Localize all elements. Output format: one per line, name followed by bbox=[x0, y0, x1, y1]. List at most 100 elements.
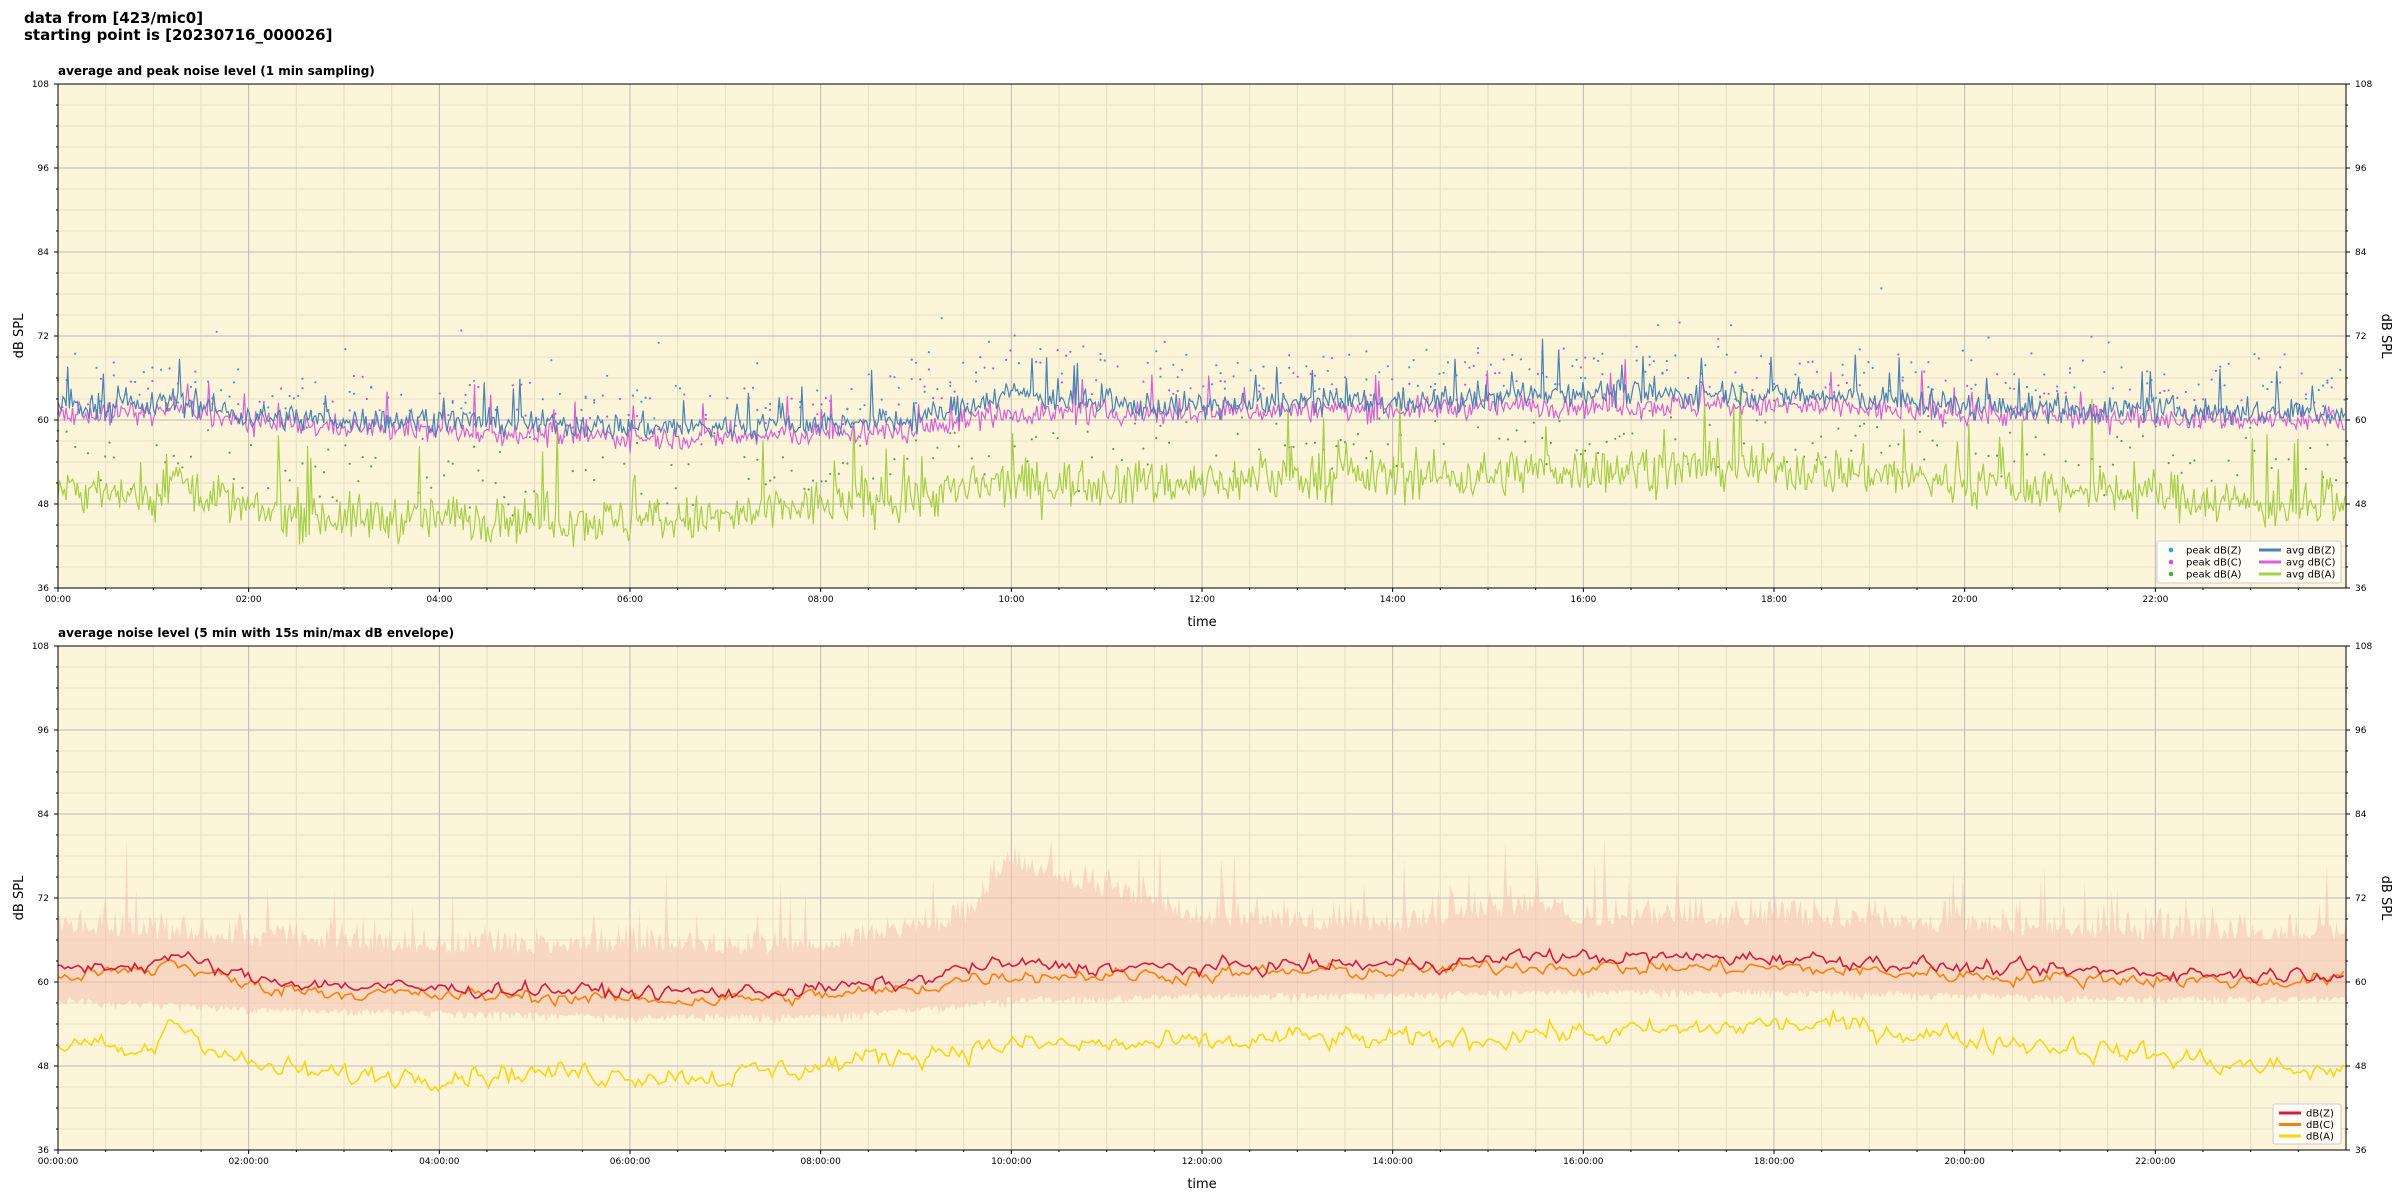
peak-point bbox=[1429, 385, 1432, 388]
peak-point bbox=[2304, 393, 2308, 396]
xtick-label: 02:00 bbox=[236, 595, 262, 605]
peak-point bbox=[1223, 387, 1226, 390]
peak-point bbox=[1305, 365, 1308, 368]
legend-marker bbox=[2168, 559, 2174, 565]
xtick-label: 10:00 bbox=[998, 595, 1024, 605]
peak-point bbox=[1708, 423, 1711, 426]
peak-point bbox=[2343, 457, 2346, 460]
peak-point bbox=[473, 445, 476, 448]
peak-point bbox=[1395, 464, 1398, 468]
peak-point bbox=[1292, 445, 1295, 449]
peak-point bbox=[1944, 379, 1947, 382]
peak-point bbox=[850, 387, 853, 391]
peak-point bbox=[477, 386, 480, 389]
peak-point bbox=[352, 392, 356, 395]
peak-point bbox=[1442, 371, 1445, 374]
peak-point bbox=[1541, 436, 1544, 440]
peak-point bbox=[1794, 396, 1797, 399]
peak-point bbox=[1927, 385, 1930, 389]
xtick-label: 16:00 bbox=[1570, 595, 1596, 605]
peak-point bbox=[1532, 421, 1535, 424]
peak-point bbox=[1502, 358, 1505, 361]
peak-point bbox=[138, 393, 141, 396]
peak-point bbox=[2219, 365, 2222, 368]
peak-point bbox=[460, 407, 463, 410]
peak-point bbox=[1867, 361, 1870, 364]
peak-point bbox=[2013, 460, 2016, 463]
peak-point bbox=[1112, 447, 1115, 451]
peak-point bbox=[1052, 432, 1055, 435]
peak-point bbox=[1601, 352, 1604, 355]
peak-point bbox=[923, 390, 926, 393]
peak-point bbox=[1060, 381, 1063, 384]
peak-point bbox=[2322, 384, 2325, 387]
legend-box bbox=[2156, 540, 2342, 584]
peak-point bbox=[769, 408, 772, 411]
peak-point bbox=[764, 422, 767, 425]
peak-point bbox=[1597, 451, 1600, 454]
peak-point bbox=[1863, 422, 1866, 425]
peak-point bbox=[1644, 370, 1647, 373]
peak-point bbox=[1240, 416, 1244, 419]
peak-point bbox=[284, 469, 287, 472]
peak-point bbox=[438, 392, 441, 395]
peak-point bbox=[1099, 353, 1102, 356]
peak-point bbox=[1060, 372, 1063, 375]
peak-point bbox=[923, 385, 926, 388]
series-db-a- bbox=[57, 1008, 2345, 1093]
chart-title: average noise level (5 min with 15s min/… bbox=[58, 626, 454, 640]
peak-point bbox=[374, 456, 377, 459]
legend-label: avg dB(Z) bbox=[2286, 546, 2336, 557]
peak-point bbox=[2000, 475, 2003, 478]
peak-point bbox=[361, 456, 364, 459]
peak-point bbox=[288, 479, 291, 482]
peak-point bbox=[1013, 445, 1016, 448]
peak-point bbox=[1824, 386, 1827, 389]
peak-point bbox=[284, 407, 287, 410]
peak-point bbox=[2184, 390, 2187, 394]
ytick-label-left: 96 bbox=[38, 726, 50, 736]
peak-point bbox=[1506, 438, 1510, 441]
peak-point bbox=[2141, 435, 2144, 438]
peak-point bbox=[2287, 458, 2290, 461]
peak-point bbox=[2077, 464, 2080, 467]
peak-point bbox=[1262, 387, 1265, 390]
xtick-label: 22:00 bbox=[2142, 595, 2168, 605]
peak-point bbox=[2159, 391, 2162, 394]
peak-point bbox=[1202, 385, 1205, 388]
xtick-label: 14:00 bbox=[1380, 595, 1406, 605]
peak-point bbox=[2013, 387, 2016, 390]
peak-point bbox=[726, 397, 729, 400]
xtick-label: 10:00:00 bbox=[991, 1157, 1032, 1167]
peak-point bbox=[983, 473, 986, 476]
peak-point bbox=[653, 417, 656, 420]
peak-point bbox=[2334, 479, 2338, 482]
peak-point bbox=[803, 487, 806, 490]
peak-point bbox=[400, 393, 403, 396]
peak-point bbox=[1313, 441, 1317, 444]
xtick-label: 04:00:00 bbox=[419, 1157, 460, 1167]
xtick-label: 12:00 bbox=[1189, 595, 1215, 605]
peak-point bbox=[1579, 453, 1582, 456]
peak-point bbox=[172, 454, 175, 457]
peak-point bbox=[528, 513, 532, 516]
peak-point bbox=[1511, 353, 1514, 357]
peak-point bbox=[957, 445, 961, 448]
peak-point bbox=[1378, 371, 1381, 374]
peak-point bbox=[2146, 370, 2149, 373]
peak-point bbox=[970, 457, 973, 460]
peak-point bbox=[936, 387, 939, 391]
peak-point bbox=[1168, 389, 1171, 392]
legend-label: avg dB(C) bbox=[2286, 558, 2336, 569]
peak-point bbox=[1725, 353, 1728, 356]
ytick-label-left: 36 bbox=[38, 584, 50, 594]
peak-point bbox=[1005, 358, 1008, 361]
peak-point bbox=[906, 457, 909, 460]
peak-point bbox=[511, 514, 514, 517]
peak-point bbox=[644, 396, 647, 399]
grid bbox=[57, 83, 2346, 589]
peak-point bbox=[2176, 406, 2179, 409]
peak-point bbox=[1850, 449, 1853, 452]
peak-point bbox=[1077, 490, 1081, 493]
peak-point bbox=[314, 381, 317, 384]
